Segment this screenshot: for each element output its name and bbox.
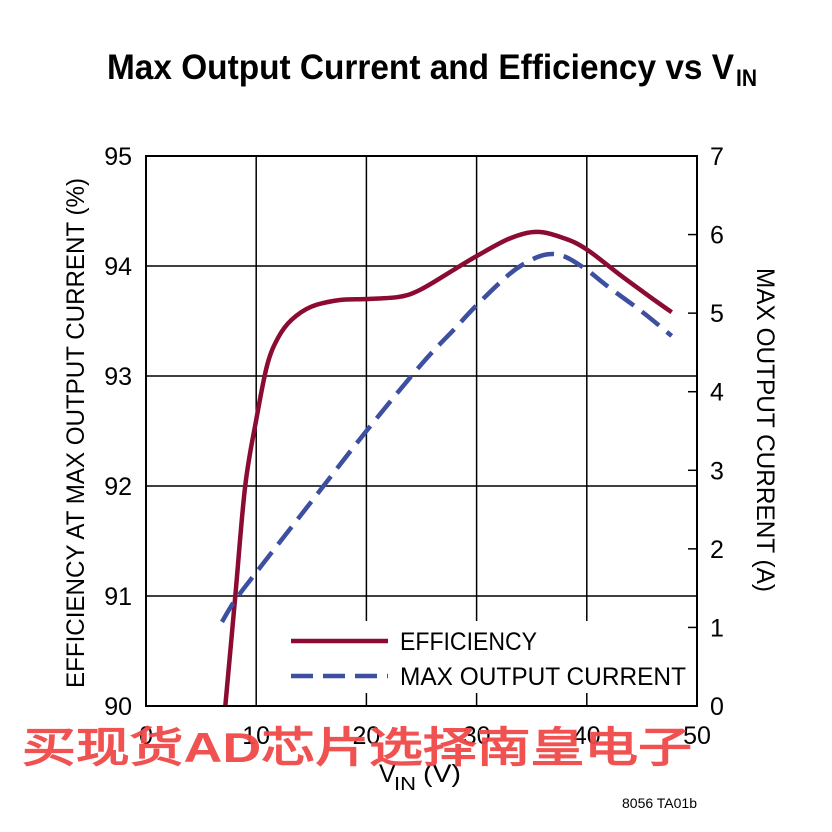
y-right-tick-label-7: 7 <box>710 143 724 171</box>
y-right-tick-label-2: 2 <box>710 536 724 564</box>
chart-title: Max Output Current and Efficiency vs V <box>107 48 735 87</box>
x-tick-label-0: 0 <box>139 722 153 750</box>
legend-box <box>284 621 692 693</box>
y-right-tick-label-4: 4 <box>710 379 724 407</box>
y-left-tick-label-92: 92 <box>104 473 132 501</box>
chart-title-subscript: IN <box>736 65 757 92</box>
x-axis-label: V <box>379 760 396 788</box>
y-right-axis-label: MAX OUTPUT CURRENT (A) <box>751 268 779 592</box>
x-tick-label-10: 10 <box>242 722 270 750</box>
series-line-efficiency <box>223 229 673 707</box>
watermark: 买现货AD芯片选择南皇电子 <box>22 724 692 771</box>
y-right-tick-label-1: 1 <box>710 614 724 642</box>
data-series <box>220 229 674 707</box>
legend-label-max-output-current: MAX OUTPUT CURRENT <box>400 663 686 691</box>
y-left-tick-label-95: 95 <box>104 143 132 171</box>
series-line-max-output-current <box>220 251 674 624</box>
y-left-tick-label-91: 91 <box>104 583 132 611</box>
y-right-tick-label-6: 6 <box>710 222 724 250</box>
x-tick-label-30: 30 <box>463 722 491 750</box>
y-left-tick-label-90: 90 <box>104 693 132 721</box>
y-left-tick-label-93: 93 <box>104 363 132 391</box>
tick-labels: 0 10 20 30 40 50 90 91 92 93 94 95 0 1 2 3 4 5 6 7 <box>104 143 724 750</box>
x-tick-label-50: 50 <box>683 722 711 750</box>
plot-area <box>146 156 697 706</box>
plot-frame <box>145 155 698 707</box>
legend-label-efficiency: EFFICIENCY <box>400 628 537 656</box>
y-right-tick-label-3: 3 <box>710 457 724 485</box>
x-axis-label-unit: (V) <box>423 760 461 788</box>
y-right-tick-label-0: 0 <box>710 693 724 721</box>
x-tick-label-20: 20 <box>352 722 380 750</box>
y-left-tick-label-94: 94 <box>104 253 132 281</box>
figure-code: 8056 TA01b <box>622 795 697 811</box>
y-right-tick-label-5: 5 <box>710 300 724 328</box>
y-left-axis-label: EFFICIENCY AT MAX OUTPUT CURRENT (%) <box>62 178 90 688</box>
x-tick-label-40: 40 <box>573 722 601 750</box>
x-axis-label-subscript: IN <box>394 774 416 794</box>
legend: EFFICIENCY MAX OUTPUT CURRENT <box>284 621 692 693</box>
